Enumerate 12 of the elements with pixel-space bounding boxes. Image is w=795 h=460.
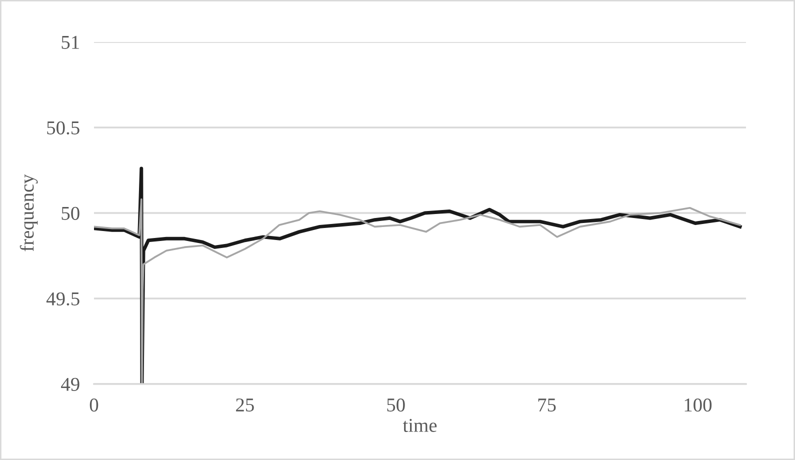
y-tick-label: 51 [62,36,79,49]
x-tick-label: 100 [684,398,712,412]
y-tick-label: 50.5 [47,121,80,135]
y-tick-label: 49 [61,378,80,391]
x-tick-label: 25 [236,398,254,412]
y-axis-title: frequency [20,174,38,252]
y-tick-label: 49.5 [46,292,80,306]
x-tick-label: 0 [90,398,98,412]
x-tick-label: 75 [538,398,556,412]
y-tick-label: 50 [62,206,80,220]
x-tick-label: 50 [387,398,405,412]
x-axis-title: time [402,418,437,432]
